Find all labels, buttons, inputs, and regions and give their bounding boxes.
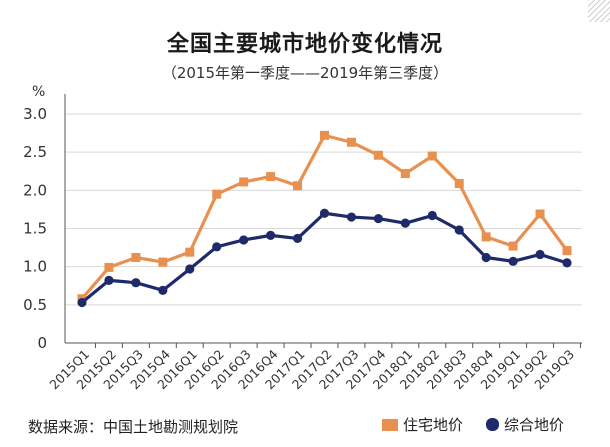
data-source-note: 数据来源：中国土地勘测规划院	[28, 418, 239, 436]
data-point	[400, 169, 410, 179]
data-point	[562, 246, 572, 256]
grid-lines	[65, 113, 582, 306]
data-point	[346, 137, 356, 147]
data-point	[400, 218, 410, 228]
series-0	[77, 130, 572, 304]
data-point	[535, 249, 545, 260]
data-point	[508, 256, 518, 266]
data-point	[293, 181, 303, 191]
data-point	[266, 172, 276, 182]
data-point	[319, 208, 330, 218]
data-point	[239, 235, 249, 245]
data-point	[131, 278, 141, 288]
data-point	[508, 241, 518, 251]
data-point	[454, 178, 464, 188]
x-axis-ticks: 2015Q12015Q22015Q32015Q42016Q12016Q22016…	[46, 343, 581, 392]
data-point	[481, 232, 491, 242]
data-point	[239, 177, 249, 187]
legend-square-marker-icon	[382, 418, 398, 431]
data-point	[481, 252, 491, 263]
legend-circle-marker-icon	[486, 418, 499, 431]
y-tick-label: 2.0	[23, 181, 47, 199]
data-point	[427, 210, 437, 221]
data-point	[292, 233, 303, 244]
y-axis-unit: %	[32, 84, 46, 100]
y-tick-label: 1.0	[23, 258, 47, 276]
legend-item-residential: 住宅地价	[382, 414, 463, 435]
axes	[64, 94, 582, 344]
data-point	[373, 150, 383, 160]
legend-item-composite: 综合地价	[486, 414, 564, 435]
data-point	[454, 225, 464, 235]
data-point	[104, 262, 114, 272]
data-point	[104, 275, 114, 286]
y-tick-label: 1.5	[23, 220, 47, 238]
series-group	[77, 130, 572, 308]
series-line	[80, 211, 568, 304]
data-point	[212, 242, 222, 252]
y-tick-label: 3.0	[23, 105, 47, 123]
chart-title: 全国主要城市地价变化情况	[166, 32, 443, 57]
y-axis-ticks: 0 0.5 1.0 1.5 2.0 2.5 3.0	[23, 105, 47, 352]
legend-label-residential: 住宅地价	[403, 416, 464, 434]
data-point	[320, 130, 329, 140]
data-point	[185, 264, 195, 274]
y-tick-label: 2.5	[23, 143, 47, 161]
data-point	[158, 257, 168, 267]
data-point	[373, 213, 383, 224]
corner-hatch-decoration	[588, 0, 610, 22]
data-point	[346, 212, 357, 222]
data-point	[77, 297, 87, 308]
data-point	[535, 209, 545, 219]
data-point	[185, 247, 195, 257]
y-tick-label: 0	[37, 334, 47, 352]
data-point	[266, 230, 276, 240]
legend-label-composite: 综合地价	[504, 416, 565, 434]
data-point	[158, 285, 168, 295]
chart-subtitle: （2015年第一季度——2019年第三季度）	[161, 64, 449, 82]
data-point	[212, 189, 222, 199]
data-point	[131, 253, 141, 263]
y-tick-label: 0.5	[23, 296, 47, 314]
data-point	[562, 258, 572, 268]
data-point	[427, 151, 437, 161]
series-1	[77, 208, 572, 308]
